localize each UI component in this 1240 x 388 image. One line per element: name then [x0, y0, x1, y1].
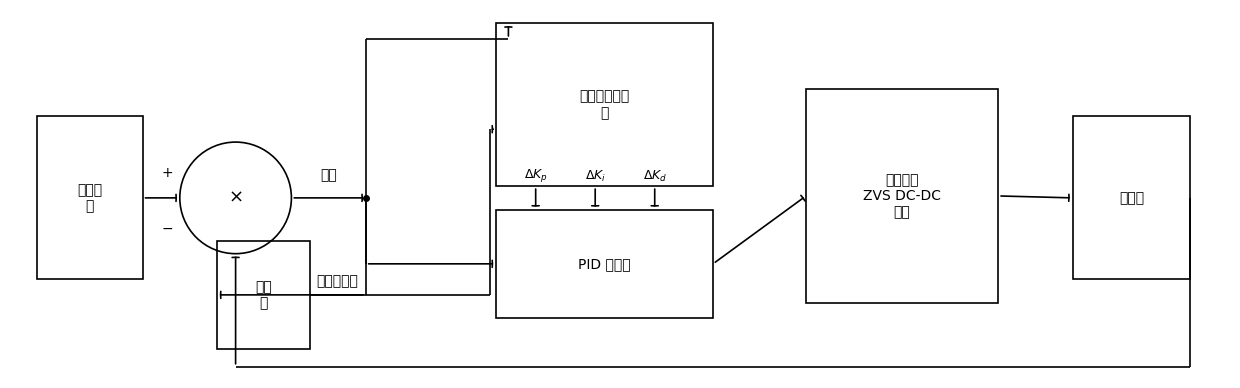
Text: 理想输
出: 理想输 出: [77, 183, 103, 213]
Bar: [1073, 116, 1190, 279]
Text: +: +: [162, 166, 174, 180]
Text: 偏差变化率: 偏差变化率: [316, 274, 358, 288]
Text: 微分
器: 微分 器: [255, 280, 272, 310]
Bar: [37, 116, 143, 279]
Bar: [496, 210, 713, 318]
Text: $\Delta K_p$: $\Delta K_p$: [523, 167, 548, 184]
Bar: [806, 89, 998, 303]
Text: 神经模糊控制
器: 神经模糊控制 器: [579, 90, 630, 120]
Text: ×: ×: [228, 189, 243, 207]
Text: 电池组: 电池组: [1118, 191, 1145, 205]
Text: PID 控制器: PID 控制器: [578, 257, 631, 271]
Bar: [496, 23, 713, 186]
Text: 偏差: 偏差: [320, 168, 337, 182]
Text: $\Delta K_i$: $\Delta K_i$: [584, 169, 606, 184]
Text: 移向全桥
ZVS DC-DC
电路: 移向全桥 ZVS DC-DC 电路: [863, 173, 941, 219]
Bar: [217, 241, 310, 349]
Text: $\Delta K_d$: $\Delta K_d$: [642, 169, 667, 184]
Text: −: −: [162, 222, 174, 236]
